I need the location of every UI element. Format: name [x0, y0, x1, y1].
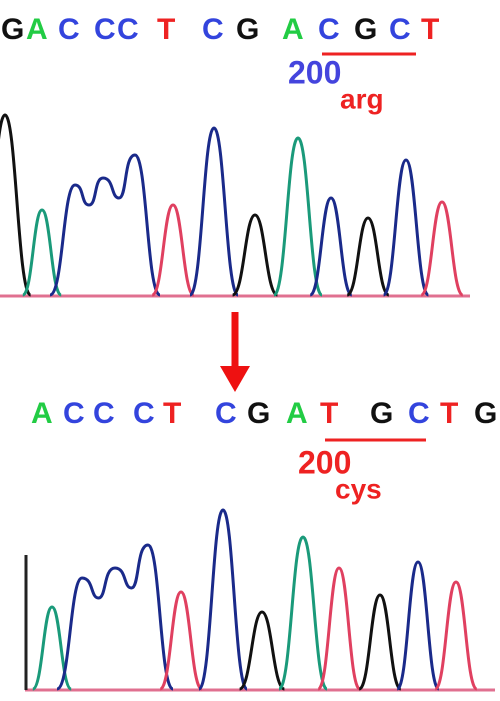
trace-peak: [308, 196, 354, 297]
arrow-head: [220, 366, 250, 392]
trace-peak: [419, 200, 465, 297]
trace-peak: [197, 508, 249, 691]
trace-peak: [272, 136, 324, 297]
trace-peak: [31, 605, 73, 691]
trace-peak: [188, 126, 240, 297]
trace-peak: [357, 593, 403, 691]
base-letter: C: [117, 13, 139, 46]
trace-peak: [158, 590, 204, 691]
base-letter: T: [157, 13, 175, 46]
base-letter: T: [163, 397, 181, 430]
base-letter: C: [63, 397, 85, 430]
base-letter: A: [286, 397, 308, 430]
base-letter: G: [354, 13, 377, 46]
base-letter: C: [318, 13, 340, 46]
base-letter: G: [1, 13, 24, 46]
base-letter: G: [370, 397, 393, 430]
top-position: 200: [288, 54, 341, 90]
base-letter: T: [320, 397, 338, 430]
base-letter: G: [247, 397, 270, 430]
base-letter: G: [474, 397, 497, 430]
base-letter: C: [58, 13, 80, 46]
trace-peak: [49, 153, 162, 297]
traces: [0, 113, 479, 691]
trace-peak: [346, 216, 390, 297]
trace-peak: [395, 560, 441, 691]
base-letter: C: [202, 13, 224, 46]
base-letter: C: [93, 397, 115, 430]
base-letter: C: [215, 397, 237, 430]
trace-peak: [56, 543, 175, 691]
trace-peak: [433, 580, 479, 691]
base-letter: C: [389, 13, 411, 46]
bottom-residue: cys: [335, 473, 382, 504]
base-letter: A: [282, 13, 304, 46]
trace-peak: [0, 113, 33, 297]
trace-peak: [382, 158, 430, 297]
trace-peak: [316, 566, 362, 691]
trace-peak: [231, 213, 279, 297]
top-residue: arg: [340, 83, 384, 114]
base-letter: G: [236, 13, 259, 46]
base-letter: C: [94, 13, 116, 46]
base-letter: A: [26, 13, 48, 46]
trace-peak: [150, 203, 196, 297]
base-letter: C: [133, 397, 155, 430]
base-letter: T: [421, 13, 439, 46]
base-letter: A: [31, 397, 53, 430]
base-letter: C: [408, 397, 430, 430]
trace-peak: [238, 610, 286, 691]
bottom-position: 200: [298, 444, 351, 480]
trace-peak: [21, 208, 63, 297]
base-letter: T: [440, 397, 458, 430]
trace-peak: [277, 535, 329, 691]
